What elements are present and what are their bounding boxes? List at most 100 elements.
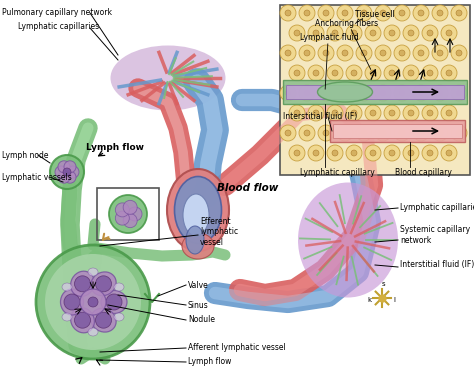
Circle shape xyxy=(394,45,410,61)
Circle shape xyxy=(361,10,367,16)
Circle shape xyxy=(365,105,381,121)
Circle shape xyxy=(432,5,448,21)
Circle shape xyxy=(422,65,438,81)
Circle shape xyxy=(285,10,291,16)
Circle shape xyxy=(337,45,353,61)
Circle shape xyxy=(332,30,338,36)
Circle shape xyxy=(318,5,334,21)
Circle shape xyxy=(337,5,353,21)
Circle shape xyxy=(346,25,362,41)
Circle shape xyxy=(365,145,381,161)
Bar xyxy=(280,5,470,175)
Circle shape xyxy=(128,207,142,221)
Circle shape xyxy=(45,254,141,350)
Text: Lymphatic vessels: Lymphatic vessels xyxy=(2,174,72,183)
Circle shape xyxy=(446,110,452,116)
Circle shape xyxy=(441,65,457,81)
Circle shape xyxy=(446,70,452,76)
Circle shape xyxy=(74,312,91,328)
Circle shape xyxy=(389,110,395,116)
Circle shape xyxy=(280,5,296,21)
Circle shape xyxy=(346,105,362,121)
Circle shape xyxy=(394,85,410,101)
Circle shape xyxy=(63,168,71,176)
Circle shape xyxy=(64,294,80,310)
Circle shape xyxy=(365,65,381,81)
Circle shape xyxy=(323,130,329,136)
Circle shape xyxy=(337,125,353,141)
Circle shape xyxy=(294,70,300,76)
Circle shape xyxy=(346,145,362,161)
Circle shape xyxy=(64,171,76,183)
Circle shape xyxy=(422,25,438,41)
Circle shape xyxy=(123,214,137,228)
Ellipse shape xyxy=(88,328,98,336)
Circle shape xyxy=(299,45,315,61)
Text: Pulmonary capillary network: Pulmonary capillary network xyxy=(2,8,112,17)
Text: Efferent
lymphatic
vessel: Efferent lymphatic vessel xyxy=(200,217,238,247)
Circle shape xyxy=(342,50,348,56)
Text: l: l xyxy=(393,297,395,303)
Circle shape xyxy=(441,25,457,41)
Ellipse shape xyxy=(71,271,94,296)
Circle shape xyxy=(408,150,414,156)
Circle shape xyxy=(408,70,414,76)
Text: Nodule: Nodule xyxy=(188,315,215,324)
Circle shape xyxy=(313,70,319,76)
Circle shape xyxy=(456,10,462,16)
Text: Sinus: Sinus xyxy=(188,301,209,310)
Circle shape xyxy=(294,30,300,36)
Circle shape xyxy=(323,50,329,56)
Circle shape xyxy=(304,90,310,96)
Text: s: s xyxy=(381,281,385,287)
Circle shape xyxy=(88,297,98,307)
Circle shape xyxy=(380,130,386,136)
Circle shape xyxy=(64,161,76,173)
Text: Systemic capillary
network: Systemic capillary network xyxy=(400,225,470,245)
Circle shape xyxy=(413,45,429,61)
Circle shape xyxy=(289,105,305,121)
Text: Lymphatic capillaries: Lymphatic capillaries xyxy=(18,22,99,31)
Circle shape xyxy=(418,90,424,96)
Circle shape xyxy=(356,85,372,101)
Ellipse shape xyxy=(110,45,226,111)
Text: Blood capillary: Blood capillary xyxy=(395,168,452,177)
Circle shape xyxy=(427,150,433,156)
Circle shape xyxy=(437,130,443,136)
Circle shape xyxy=(308,105,324,121)
Text: Blood flow: Blood flow xyxy=(217,183,279,193)
Circle shape xyxy=(437,50,443,56)
Circle shape xyxy=(446,150,452,156)
Circle shape xyxy=(370,70,376,76)
Circle shape xyxy=(351,110,357,116)
Circle shape xyxy=(332,150,338,156)
Ellipse shape xyxy=(61,289,83,315)
Circle shape xyxy=(327,65,343,81)
Circle shape xyxy=(389,70,395,76)
Bar xyxy=(283,80,467,104)
Text: Afferent lymphatic vessel: Afferent lymphatic vessel xyxy=(188,343,286,352)
Text: Lymphatic fluid: Lymphatic fluid xyxy=(300,33,359,42)
Circle shape xyxy=(399,90,405,96)
Circle shape xyxy=(451,45,467,61)
Circle shape xyxy=(109,195,147,233)
Circle shape xyxy=(384,145,400,161)
Circle shape xyxy=(408,30,414,36)
Circle shape xyxy=(384,105,400,121)
Circle shape xyxy=(413,125,429,141)
Bar xyxy=(330,120,465,142)
Circle shape xyxy=(356,5,372,21)
Circle shape xyxy=(394,5,410,21)
Circle shape xyxy=(451,5,467,21)
Text: Valve: Valve xyxy=(188,280,209,290)
Circle shape xyxy=(318,125,334,141)
Circle shape xyxy=(370,150,376,156)
Text: k: k xyxy=(367,297,371,303)
Circle shape xyxy=(106,294,122,310)
Ellipse shape xyxy=(114,313,124,321)
Circle shape xyxy=(370,30,376,36)
Circle shape xyxy=(418,50,424,56)
Text: Lymph flow: Lymph flow xyxy=(188,357,231,366)
Circle shape xyxy=(318,85,334,101)
Circle shape xyxy=(380,10,386,16)
